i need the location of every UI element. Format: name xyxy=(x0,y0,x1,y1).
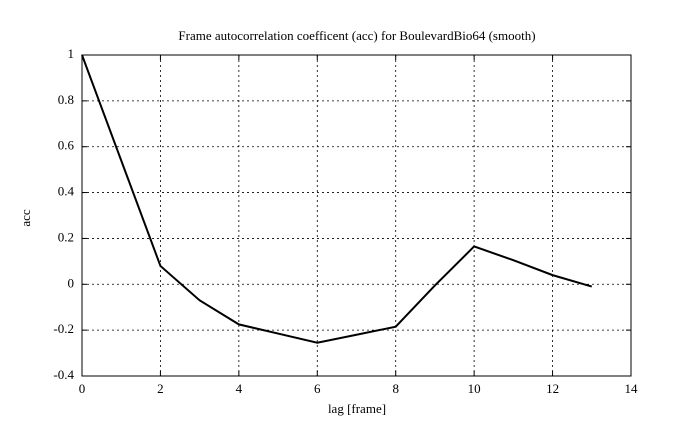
y-tick-label: 0.8 xyxy=(58,92,74,107)
data-line xyxy=(81,54,593,344)
y-axis-label: acc xyxy=(18,209,33,227)
y-tick-label: 0.6 xyxy=(58,138,75,153)
x-tick-label: 14 xyxy=(625,381,639,396)
y-tick-label: 0.2 xyxy=(58,229,74,244)
x-tick-label: 6 xyxy=(314,381,321,396)
y-tick-label: 0.4 xyxy=(58,184,75,199)
x-tick-label: 12 xyxy=(546,381,559,396)
y-tick-label: -0.2 xyxy=(53,321,74,336)
y-tick-label: -0.4 xyxy=(53,367,74,382)
x-axis-label: lag [frame] xyxy=(328,401,386,416)
x-tick-label: 2 xyxy=(157,381,164,396)
x-tick-label: 4 xyxy=(236,381,243,396)
chart-title: Frame autocorrelation coefficent (acc) f… xyxy=(178,28,535,43)
plot-frame xyxy=(81,54,632,377)
x-tick-label: 0 xyxy=(79,381,86,396)
x-tick-label: 10 xyxy=(468,381,481,396)
x-tick-label: 8 xyxy=(392,381,399,396)
y-tick-label: 0 xyxy=(68,275,75,290)
y-tick-label: 1 xyxy=(68,46,75,61)
